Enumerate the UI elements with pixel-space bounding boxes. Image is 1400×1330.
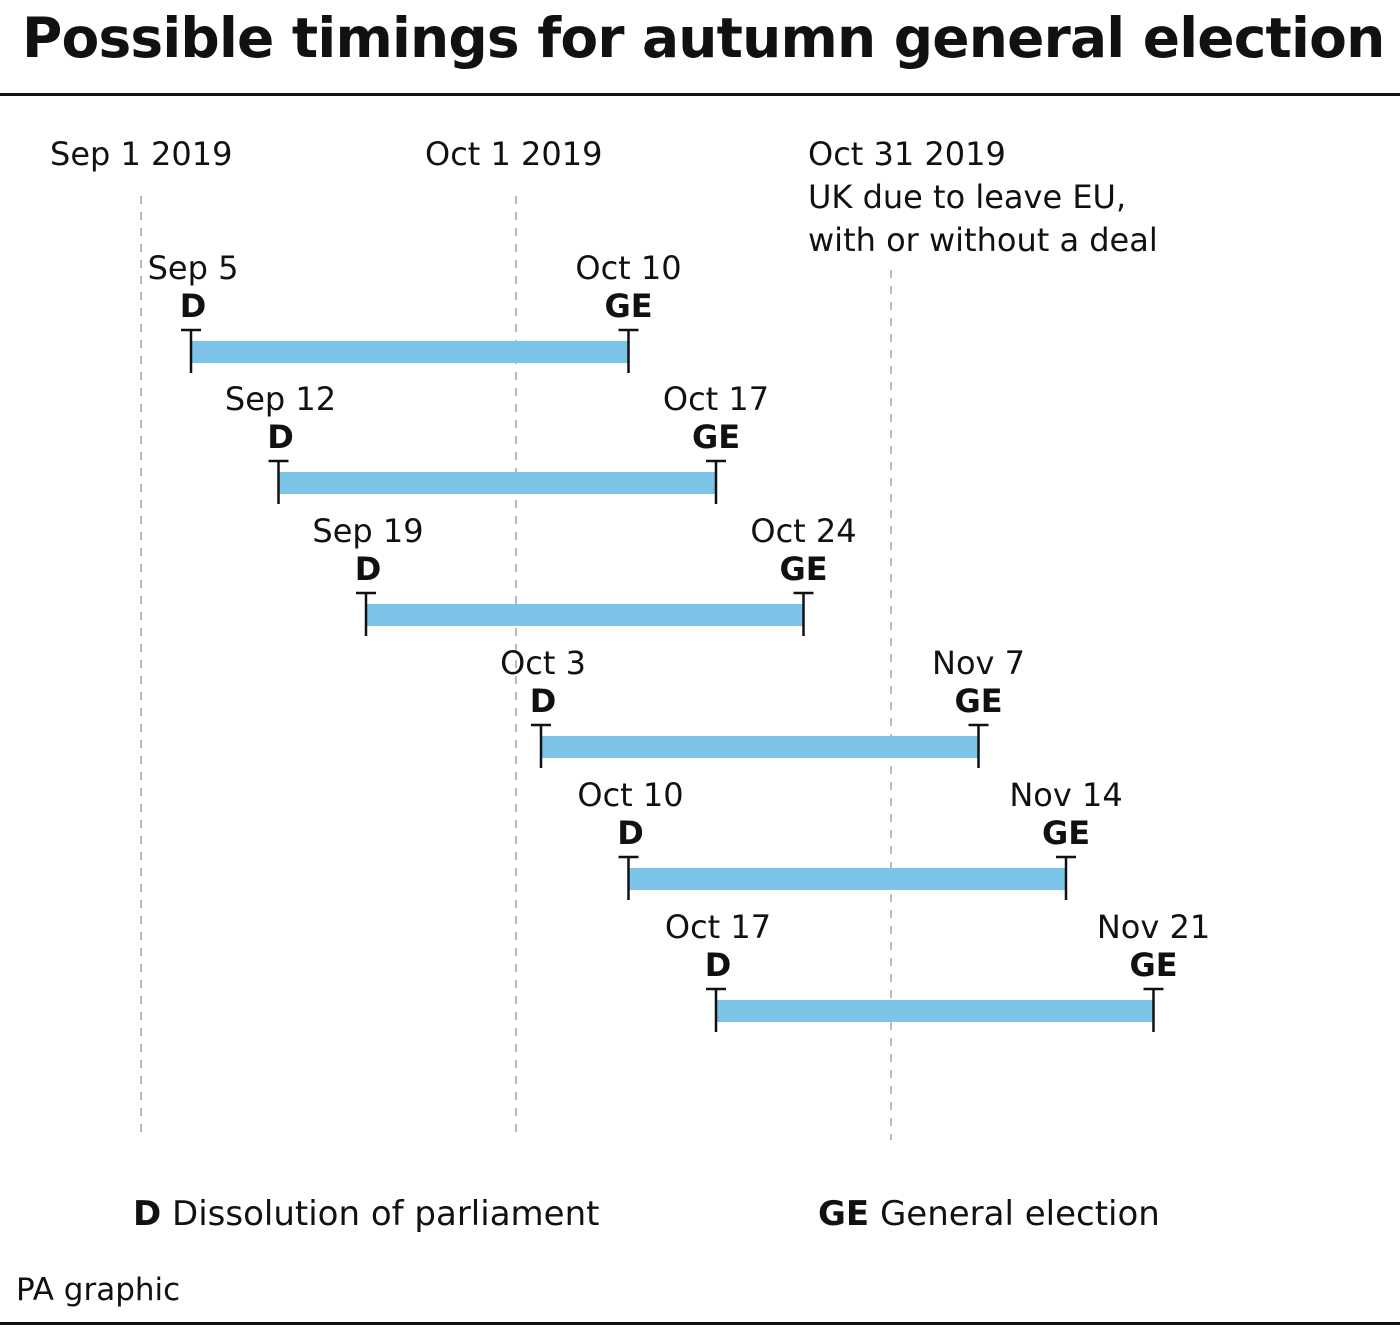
chart-title: Possible timings for autumn general elec… (22, 6, 1385, 70)
dissolution-date-label: Oct 3 (500, 644, 586, 682)
scenario-bar (366, 604, 804, 626)
legend-item: D Dissolution of parliament (133, 1194, 599, 1234)
dissolution-date-label: Oct 10 (577, 776, 683, 814)
reference-date-label: Oct 31 2019 (808, 135, 1006, 173)
dissolution-date-label: Sep 12 (225, 380, 336, 418)
bottom-rule (0, 1322, 1400, 1325)
election-date-label: Nov 14 (1009, 776, 1122, 814)
reference-note-label: with or without a deal (808, 221, 1158, 259)
dissolution-code-label: D (530, 682, 557, 720)
legend-code: GE (818, 1194, 869, 1234)
scenario-bar (191, 341, 629, 363)
election-date-label: Nov 7 (932, 644, 1025, 682)
reference-date-label: Oct 1 2019 (425, 135, 602, 173)
legend-text: Dissolution of parliament (161, 1194, 599, 1234)
legend-code: D (133, 1194, 161, 1234)
legend-text: General election (869, 1194, 1160, 1234)
election-date-label: Oct 24 (750, 512, 856, 550)
election-code-label: GE (604, 287, 652, 325)
credit-text: PA graphic (16, 1272, 181, 1308)
dissolution-date-label: Oct 17 (665, 908, 771, 946)
election-code-label: GE (1129, 946, 1177, 984)
election-code-label: GE (779, 550, 827, 588)
dissolution-code-label: D (355, 550, 382, 588)
timeline-chart: Sep 1 2019 Oct 1 2019 Oct 31 2019 UK due to… (50, 135, 1210, 1234)
title-rule (0, 93, 1400, 96)
dissolution-code-label: D (267, 418, 294, 456)
dissolution-code-label: D (180, 287, 207, 325)
dissolution-code-label: D (705, 946, 732, 984)
scenario-bar (541, 736, 979, 758)
dissolution-date-label: Sep 19 (312, 512, 423, 550)
election-code-label: GE (692, 418, 740, 456)
election-date-label: Nov 21 (1097, 908, 1210, 946)
election-date-label: Oct 17 (663, 380, 769, 418)
scenario-bar (628, 868, 1066, 890)
election-date-label: Oct 10 (575, 249, 681, 287)
election-code-label: GE (1042, 814, 1090, 852)
dissolution-date-label: Sep 5 (148, 249, 239, 287)
scenario-bar (278, 472, 716, 494)
reference-note-label: UK due to leave EU, (808, 178, 1126, 216)
dissolution-code-label: D (617, 814, 644, 852)
scenario-bar (716, 1000, 1154, 1022)
legend-item: GE General election (818, 1194, 1160, 1234)
reference-date-label: Sep 1 2019 (50, 135, 232, 173)
election-code-label: GE (954, 682, 1002, 720)
